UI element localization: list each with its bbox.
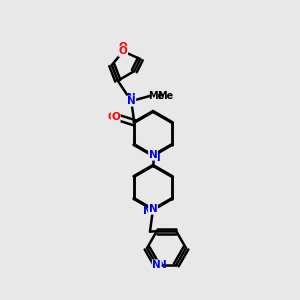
Text: Me: Me xyxy=(148,91,164,101)
Text: N: N xyxy=(152,153,161,163)
Text: Me: Me xyxy=(157,91,173,101)
Text: N: N xyxy=(152,260,161,270)
Text: N: N xyxy=(148,150,158,160)
Text: O: O xyxy=(111,112,120,122)
Text: N: N xyxy=(143,206,152,216)
Text: N: N xyxy=(127,96,136,106)
Text: N: N xyxy=(158,260,167,270)
Text: N: N xyxy=(148,204,158,214)
Text: O: O xyxy=(119,46,128,56)
Text: O: O xyxy=(119,42,128,52)
Text: O: O xyxy=(108,112,116,122)
Text: N: N xyxy=(127,93,136,103)
